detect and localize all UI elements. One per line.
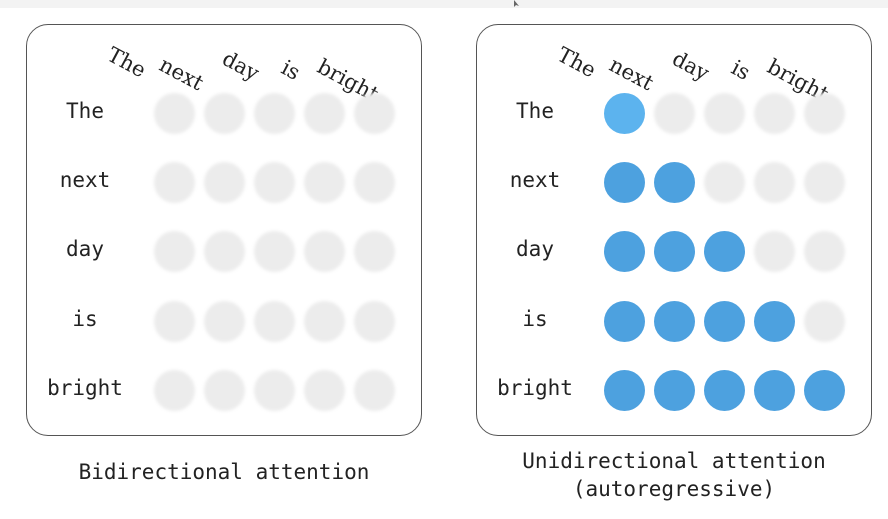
attention-dot-next-is: [754, 162, 795, 203]
attention-dot-day-the: [154, 231, 195, 272]
attention-dot-is-the: [154, 301, 195, 342]
attention-dot-is-next: [654, 301, 695, 342]
attention-dot-is-is: [304, 301, 345, 342]
attention-dot-the-next: [654, 93, 695, 134]
attention-dot-is-bright: [354, 301, 395, 342]
unidirectional-caption-line-2: (autoregressive): [572, 477, 776, 501]
attention-dot-is-next: [204, 301, 245, 342]
row-label-day: day: [516, 237, 554, 261]
row-label-the: The: [66, 99, 104, 123]
attention-dot-day-the: [604, 231, 645, 272]
attention-dot-is-is: [754, 301, 795, 342]
attention-dot-next-day: [704, 162, 745, 203]
column-label-is: is: [277, 55, 305, 85]
attention-dot-the-the: [604, 93, 645, 134]
row-label-bright: bright: [47, 376, 123, 400]
attention-dot-next-is: [304, 162, 345, 203]
bidirectional-caption-line: Bidirectional attention: [78, 460, 370, 484]
unidirectional-caption-line-1: Unidirectional attention: [522, 449, 826, 473]
unidirectional-caption: Unidirectional attention (autoregressive…: [476, 447, 872, 503]
attention-dot-bright-next: [654, 370, 695, 411]
column-label-next: next: [605, 52, 658, 96]
attention-dot-day-is: [754, 231, 795, 272]
attention-dot-is-the: [604, 301, 645, 342]
column-label-day: day: [668, 46, 714, 86]
attention-dot-next-next: [204, 162, 245, 203]
attention-dot-bright-bright: [804, 370, 845, 411]
attention-dot-the-is: [304, 93, 345, 134]
attention-dot-bright-bright: [354, 370, 395, 411]
bidirectional-caption: Bidirectional attention: [26, 458, 422, 486]
attention-dot-day-bright: [354, 231, 395, 272]
attention-dot-next-next: [654, 162, 695, 203]
cursor-icon: [514, 0, 519, 7]
column-label-next: next: [155, 52, 208, 96]
attention-dot-is-bright: [804, 301, 845, 342]
attention-dot-bright-is: [304, 370, 345, 411]
column-label-the: The: [553, 42, 600, 83]
attention-dot-is-day: [704, 301, 745, 342]
attention-dot-the-next: [204, 93, 245, 134]
unidirectional-attention-panel: The next day is bright The next day is bright: [476, 24, 872, 436]
attention-dot-the-the: [154, 93, 195, 134]
row-label-next: next: [509, 168, 561, 192]
attention-dot-the-day: [254, 93, 295, 134]
attention-dot-day-day: [254, 231, 295, 272]
attention-dot-day-next: [204, 231, 245, 272]
attention-dot-bright-day: [254, 370, 295, 411]
attention-dot-next-the: [154, 162, 195, 203]
attention-dot-the-bright: [354, 93, 395, 134]
attention-dot-the-day: [704, 93, 745, 134]
column-label-is: is: [727, 55, 755, 85]
attention-dot-bright-the: [154, 370, 195, 411]
attention-dot-bright-the: [604, 370, 645, 411]
attention-dot-day-bright: [804, 231, 845, 272]
attention-dot-the-is: [754, 93, 795, 134]
attention-dot-bright-is: [754, 370, 795, 411]
row-label-day: day: [66, 237, 104, 261]
attention-dot-day-day: [704, 231, 745, 272]
column-label-day: day: [218, 46, 264, 86]
row-label-next: next: [59, 168, 111, 192]
row-label-is: is: [522, 307, 548, 331]
attention-dot-is-day: [254, 301, 295, 342]
attention-dot-next-the: [604, 162, 645, 203]
attention-dot-bright-day: [704, 370, 745, 411]
attention-dot-day-next: [654, 231, 695, 272]
attention-dot-next-bright: [354, 162, 395, 203]
column-label-the: The: [103, 42, 150, 83]
row-label-the: The: [516, 99, 554, 123]
row-label-bright: bright: [497, 376, 573, 400]
attention-dot-next-day: [254, 162, 295, 203]
row-label-is: is: [72, 307, 98, 331]
attention-dot-day-is: [304, 231, 345, 272]
attention-dot-the-bright: [804, 93, 845, 134]
attention-dot-bright-next: [204, 370, 245, 411]
bidirectional-attention-panel: The next day is bright The next day is bright: [26, 24, 422, 436]
attention-dot-next-bright: [804, 162, 845, 203]
top-strip: [0, 0, 888, 8]
